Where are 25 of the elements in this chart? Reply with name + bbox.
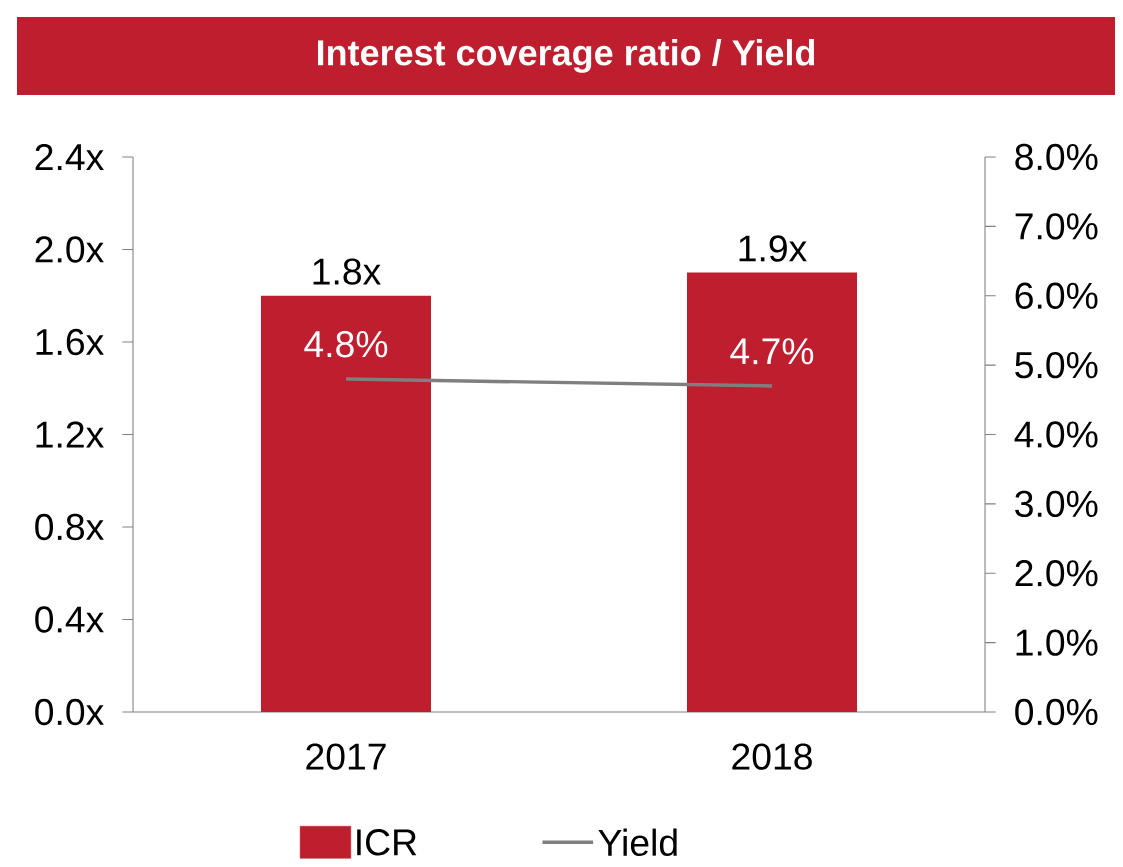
legend-label: Yield	[598, 828, 677, 857]
x-tick-label: 2017	[306, 743, 386, 770]
data-label: 1.8x	[313, 258, 381, 285]
y2-tick-label: 3.0%	[1015, 490, 1098, 518]
y2-tick-label: 2.0%	[1015, 560, 1098, 587]
y2-tick-label: 1.0%	[1016, 629, 1098, 657]
y2-tick-label: 4.0%	[1014, 421, 1098, 448]
y2-tick-label: 6.0%	[1015, 282, 1098, 310]
y-tick-label: 1.6x	[36, 328, 104, 356]
y-tick-label: 2.4x	[35, 144, 104, 171]
data-label: 4.7%	[730, 338, 814, 365]
y-tick-label: 0.4x	[35, 606, 104, 633]
y2-tick-label: 7.0%	[1015, 213, 1098, 240]
y-tick-label: 1.2x	[36, 421, 104, 448]
y-tick-label: 0.8x	[35, 513, 104, 541]
y2-tick-label: 5.0%	[1015, 352, 1098, 379]
chart-title: Interest coverage ratio / Yield	[317, 39, 815, 74]
legend-label: ICR	[357, 829, 417, 856]
x-tick-label: 2018	[732, 743, 812, 770]
data-label: 4.8%	[304, 331, 388, 358]
y2-tick-label: 0.0%	[1015, 699, 1098, 726]
data-label: 1.9x	[739, 235, 807, 262]
y2-tick-label: 8.0%	[1015, 144, 1098, 171]
y-tick-label: 0.0x	[35, 699, 104, 726]
y-tick-label: 2.0x	[35, 236, 104, 263]
